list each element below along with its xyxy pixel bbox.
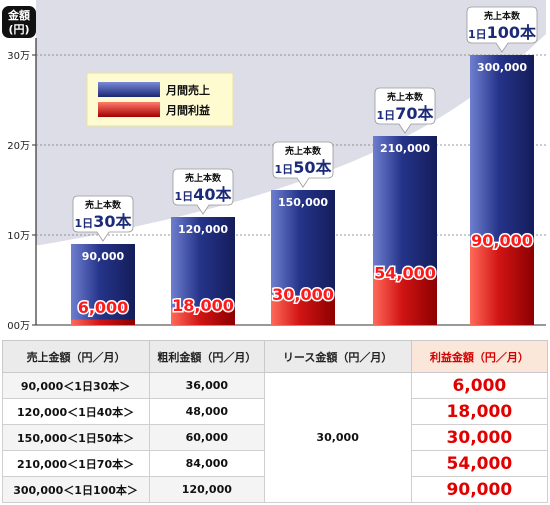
header-sales: 売上金額（円／月） [1,340,151,373]
profit-cell: 6,000 [410,372,549,399]
profit-cell: 18,000 [410,398,549,425]
table-row: 210,000＜1日70本＞ 84,000 54,000 [1,450,549,477]
volume-callout [72,195,134,242]
legend-label-profit: 月間利益 [165,103,210,117]
callout-volume-prefix: 1日 [275,163,294,176]
callout-volume: 1日50本 [275,158,332,177]
y-axis-unit-label: (円) [8,23,29,36]
gross-cell: 84,000 [149,450,265,477]
sales-cell: 120,000＜1日40本＞ [1,398,151,425]
profit-bar [271,298,335,325]
gross-cell: 36,000 [149,372,265,399]
callout-volume-prefix: 1日 [75,217,94,230]
callout-volume-number: 50本 [293,158,331,177]
callout-caption: 売上本数 [85,199,122,211]
gross-cell: 48,000 [149,398,265,425]
sales-cell: 300,000＜1日100本＞ [1,476,151,503]
sales-cell: 210,000＜1日70本＞ [1,450,151,477]
volume-callout [272,141,334,188]
callout-volume-prefix: 1日 [175,190,194,203]
sales-profit-chart: 金額 (円) 00万 10万 20万 30万月間売上月間利益 90,000 6,000 売上本数… [2,0,546,332]
sales-cell: 150,000＜1日50本＞ [1,424,151,451]
sales-bar-value: 90,000 [82,250,125,263]
sales-bar [71,244,135,325]
table-row: 90,000＜1日30本＞ 36,000 30,000 6,000 [1,372,549,503]
table-header-row: 売上金額（円／月） 粗利金額（円／月） リース金額（円／月） 利益金額（円／月） [1,340,549,373]
legend-swatch-profit [98,102,160,117]
table-row: 150,000＜1日50本＞ 60,000 30,000 [1,424,549,451]
profit-bar-value: 18,000 [172,296,234,315]
callout-volume-number: 30本 [93,212,131,231]
header-profit: 利益金額（円／月） [410,340,549,373]
y-axis-unit-box [2,6,36,38]
callout-volume-number: 100本 [487,23,536,42]
gross-cell: 120,000 [149,476,265,503]
gross-cell: 60,000 [149,424,265,451]
callout-caption: 売上本数 [387,91,424,103]
table-row: 120,000＜1日40本＞ 48,000 18,000 [1,398,549,425]
header-lease: リース金額（円／月） [263,340,412,373]
callout-volume: 1日70本 [377,104,434,123]
callout-volume-number: 40本 [193,185,231,204]
callout-caption: 売上本数 [484,10,521,22]
callout-volume-prefix: 1日 [468,28,487,41]
y-tick-label: 00万 [7,321,30,332]
profit-bar [470,244,534,325]
sales-bar-value: 300,000 [477,61,527,74]
y-tick-label: 10万 [7,231,30,242]
profit-bar [373,276,437,325]
sales-bar-value: 210,000 [380,142,430,155]
callout-caption: 売上本数 [185,172,222,184]
callout-volume: 1日30本 [75,212,132,231]
profit-cell: 90,000 [410,476,549,503]
lease-cell: 30,000 [263,372,412,503]
callout-volume-prefix: 1日 [377,109,396,122]
volume-callout [466,6,538,53]
profit-cell: 30,000 [410,424,549,451]
legend-label-sales: 月間売上 [165,83,210,97]
callout-volume: 1日100本 [468,23,536,42]
y-tick-label: 20万 [7,141,30,152]
callout-caption: 売上本数 [285,145,322,157]
profit-bar [171,308,235,325]
sales-bar [171,217,235,325]
callout-volume-number: 70本 [395,104,433,123]
callout-volume: 1日40本 [175,185,232,204]
sales-bar-value: 120,000 [178,223,228,236]
profit-cell: 54,000 [410,450,549,477]
table-row: 300,000＜1日100本＞ 120,000 90,000 [1,476,549,503]
profit-bar-value: 6,000 [78,298,129,317]
header-gross: 粗利金額（円／月） [149,340,265,373]
legend-swatch-sales [98,82,160,97]
background-swoosh [36,0,546,245]
income-table: 売上金額（円／月） 粗利金額（円／月） リース金額（円／月） 利益金額（円／月）… [1,340,549,503]
sales-cell: 90,000＜1日30本＞ [1,372,151,399]
y-axis-unit-label: 金額 [7,8,30,22]
profit-bar-value: 90,000 [471,231,533,250]
legend-box [86,72,234,127]
profit-bar-value: 54,000 [374,263,436,282]
profit-bar-value: 30,000 [272,285,334,304]
sales-bar-value: 150,000 [278,196,328,209]
y-tick-label: 30万 [7,51,30,62]
volume-callout [172,168,234,215]
volume-callout [374,87,436,134]
profit-bar [71,319,135,325]
